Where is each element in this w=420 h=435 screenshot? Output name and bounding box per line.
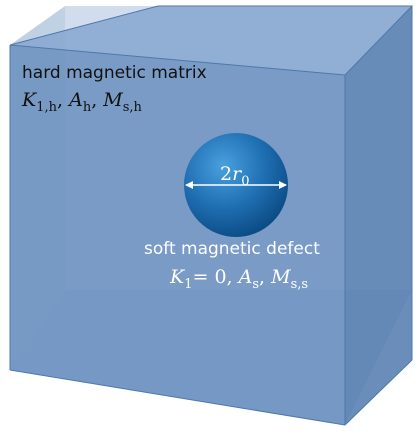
diameter-label: 2r0 — [220, 163, 249, 189]
matrix-params: K1,h, Ah, Ms,h — [21, 89, 143, 115]
cube-side-face — [345, 6, 412, 425]
defect-params: K1= 0, As, Ms,s — [169, 266, 308, 292]
matrix-label: hard magnetic matrix — [22, 63, 207, 83]
cube-top-face — [10, 6, 412, 75]
cube-edges — [9, 5, 414, 426]
defect-label: soft magnetic defect — [144, 239, 320, 259]
